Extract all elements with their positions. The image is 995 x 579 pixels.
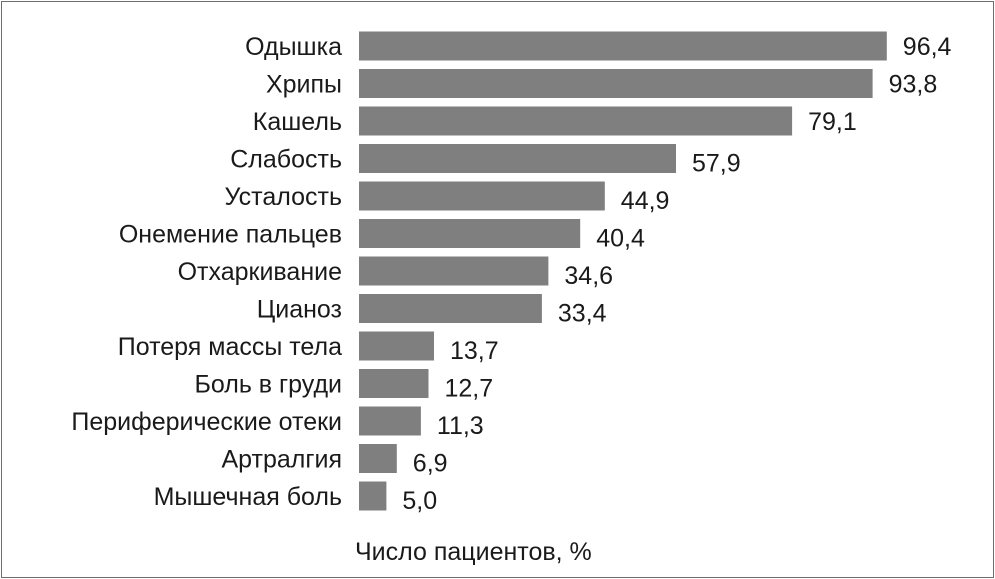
value-label: 44,9: [621, 187, 670, 215]
value-label: 79,1: [808, 108, 857, 136]
bar-5: [359, 181, 605, 211]
category-label: Мышечная боль: [154, 483, 342, 511]
category-label: Слабость: [230, 146, 342, 174]
bar-7: [359, 256, 549, 286]
category-label: Кашель: [253, 108, 342, 136]
x-axis-title: Число пациентов, %: [355, 538, 592, 566]
category-label: Усталость: [224, 183, 342, 211]
category-label: Одышка: [245, 33, 342, 61]
value-label: 40,4: [596, 225, 645, 253]
value-label: 93,8: [889, 71, 938, 99]
bar-2: [359, 69, 873, 98]
bar-8: [359, 294, 542, 323]
category-label: Потеря массы тела: [118, 333, 342, 361]
bar-11: [359, 406, 421, 436]
bar-6: [359, 219, 581, 248]
value-label: 34,6: [564, 262, 613, 290]
bar-4: [359, 144, 676, 173]
value-labels-group: 96,4 93,8 79,1 57,9 44,9 40,4 34,6 33,4 13,7 12,7…: [402, 33, 951, 515]
category-label: Артралгия: [222, 446, 343, 474]
value-label: 5,0: [402, 487, 437, 515]
value-label: 57,9: [692, 150, 741, 178]
value-label: 12,7: [445, 375, 494, 403]
bar-12: [359, 444, 397, 473]
bars-group: [359, 31, 887, 511]
value-label: 6,9: [413, 450, 448, 478]
value-label: 13,7: [450, 337, 499, 365]
category-label: Отхаркивание: [178, 258, 342, 286]
category-label: Хрипы: [266, 71, 342, 99]
bar-3: [359, 106, 793, 136]
category-labels-group: Одышка Хрипы Кашель Слабость Усталость Онемен…: [71, 33, 342, 511]
category-label: Цианоз: [257, 296, 342, 324]
bar-10: [359, 369, 429, 398]
bar-1: [359, 31, 887, 61]
value-label: 96,4: [903, 33, 952, 61]
category-label: Периферические отеки: [71, 408, 342, 436]
value-label: 11,3: [437, 412, 484, 440]
bar-13: [359, 481, 387, 511]
bar-9: [359, 331, 434, 361]
category-label: Онемение пальцев: [119, 221, 342, 249]
value-label: 33,4: [558, 300, 607, 328]
category-label: Боль в груди: [194, 371, 342, 399]
